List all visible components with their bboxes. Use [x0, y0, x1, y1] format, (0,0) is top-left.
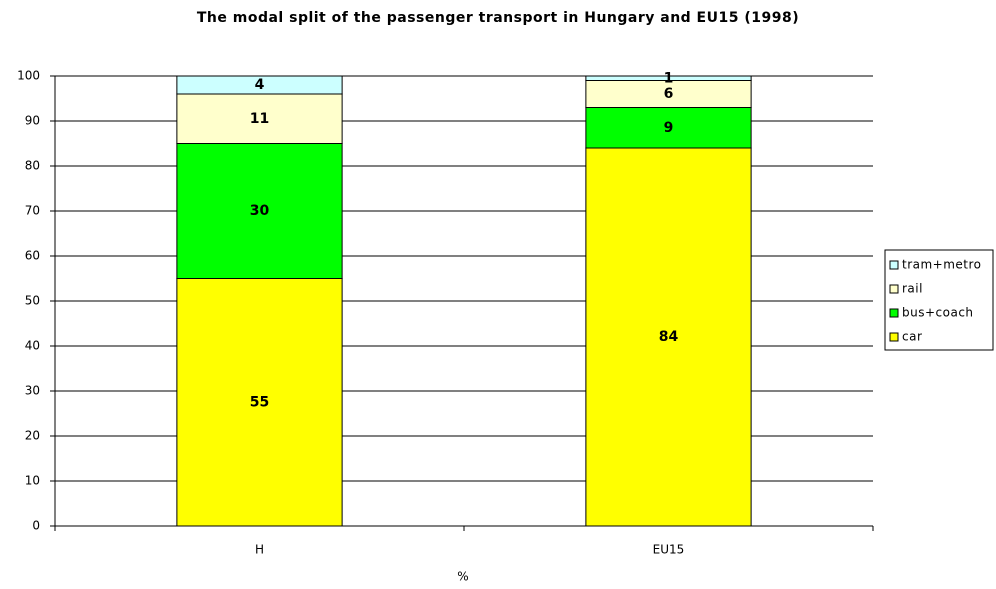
- data-label: 4: [255, 77, 265, 93]
- y-tick-label: 30: [25, 384, 40, 398]
- y-tick-label: 50: [25, 294, 40, 308]
- bar-segment: [585, 147, 752, 527]
- data-label: 30: [250, 203, 270, 219]
- y-tick-label: 100: [17, 69, 40, 83]
- x-tick-label: EU15: [653, 543, 685, 557]
- bar-segment: [176, 75, 343, 95]
- y-tick-label: 90: [25, 114, 40, 128]
- bar-segment: [176, 278, 343, 527]
- chart-title: The modal split of the passenger transpo…: [197, 10, 799, 26]
- y-tick-label: 60: [25, 249, 40, 263]
- y-tick-label: 0: [32, 519, 40, 533]
- x-axis-label: %: [457, 570, 468, 584]
- data-label: 11: [250, 111, 269, 127]
- y-tick-label: 40: [25, 339, 40, 353]
- legend-label: tram+metro: [902, 258, 982, 272]
- legend-swatch: [889, 308, 899, 318]
- data-label: 84: [659, 329, 679, 345]
- legend-swatch: [889, 284, 899, 294]
- x-tick-label: H: [255, 543, 264, 557]
- bar-segment: [176, 93, 343, 144]
- y-tick-label: 10: [25, 474, 40, 488]
- data-label: 1: [664, 70, 674, 86]
- y-tick-label: 80: [25, 159, 40, 173]
- y-tick-label: 20: [25, 429, 40, 443]
- legend-label: rail: [902, 282, 923, 296]
- bar-segment: [585, 80, 752, 108]
- legend-swatch: [889, 332, 899, 342]
- data-label: 55: [250, 394, 269, 410]
- legend-label: bus+coach: [902, 306, 974, 320]
- bar-segment: [176, 143, 343, 279]
- bar-segment: [585, 107, 752, 149]
- data-label: 9: [664, 120, 674, 136]
- bar-segment: [585, 75, 752, 81]
- y-tick-label: 70: [25, 204, 40, 218]
- legend-label: car: [902, 330, 922, 344]
- legend: [884, 249, 994, 351]
- legend-swatch: [889, 260, 899, 270]
- data-label: 6: [664, 86, 674, 102]
